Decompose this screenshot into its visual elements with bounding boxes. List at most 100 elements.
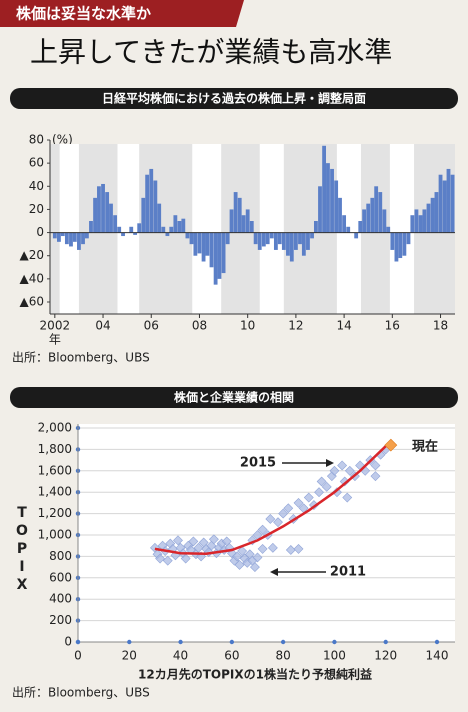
bar (89, 221, 93, 233)
bar (197, 232, 202, 254)
y-tick-label: 0 (36, 225, 44, 239)
bar (209, 232, 214, 268)
x-tick-dot (229, 639, 235, 645)
overlay: 2015 2011 現在 (240, 439, 438, 580)
x-tick-label: 12 (288, 319, 303, 333)
period-band (117, 144, 140, 314)
bar (382, 209, 387, 233)
bar (153, 180, 158, 233)
scatter-point (329, 465, 340, 476)
scatter-point (342, 492, 353, 503)
x-tick-label: 16 (385, 319, 400, 333)
scatter-point (303, 492, 314, 503)
bar (229, 209, 234, 233)
scatter-point (232, 551, 242, 562)
y-tick-label: 1,800 (38, 442, 72, 456)
bar (386, 226, 391, 233)
x-tick-label: 20 (122, 649, 137, 663)
period-band (259, 144, 284, 314)
bar (446, 168, 451, 233)
y-tick-label: 1,000 (38, 528, 72, 542)
scatter-point (162, 555, 173, 566)
bar (185, 232, 190, 239)
section-bar (10, 387, 458, 408)
y-unit: (%) (52, 133, 73, 147)
bar (322, 145, 327, 233)
bar (390, 232, 395, 250)
bar (398, 232, 403, 259)
scatter-point (314, 487, 324, 498)
bar (64, 232, 69, 245)
bar (370, 197, 375, 233)
bar (406, 232, 411, 245)
bar (189, 232, 194, 245)
y-tick-label: ▲60 (20, 295, 45, 309)
scatter-point (234, 560, 245, 570)
header-title: 上昇してきたが業績も高水準 (30, 36, 392, 69)
bar (205, 232, 210, 256)
scatter-point (332, 487, 342, 498)
bar (306, 232, 310, 250)
annotation: 2015 (240, 456, 276, 471)
bar (450, 174, 455, 233)
x-tick-dot (383, 639, 388, 645)
bar (394, 232, 399, 262)
bar (77, 232, 81, 250)
y-tick-label: 60 (29, 156, 44, 170)
bar (133, 232, 138, 235)
bar (121, 232, 125, 237)
bar (301, 232, 306, 256)
bar (277, 232, 282, 245)
scatter-point (257, 543, 268, 554)
bar (366, 203, 371, 233)
header-tag-bg (0, 0, 244, 27)
bar (313, 221, 318, 233)
bar (233, 192, 238, 233)
bar (52, 232, 57, 239)
y-tick-label: 0 (64, 635, 72, 649)
bar (418, 215, 423, 233)
bar (81, 232, 85, 245)
bar (414, 209, 419, 233)
x-tick-dot (127, 639, 132, 645)
x-tick-label: 04 (95, 319, 110, 333)
scatter-point (278, 508, 289, 519)
y-tick-label: 1,200 (38, 506, 72, 520)
bar (298, 232, 302, 245)
section-bar (10, 88, 458, 109)
plots: ▲60 ▲40 ▲20 0 20 40 60 80 2002 04 06 08 10 12 14 16 18 年 0… (20, 133, 455, 663)
scatter-point (344, 465, 355, 476)
bar (173, 215, 178, 233)
x-tick-label: 08 (192, 319, 207, 333)
scatter-point (155, 553, 165, 564)
scatter-point (321, 481, 332, 492)
bar (217, 232, 222, 279)
scatter-point (173, 535, 183, 546)
bar (221, 232, 226, 274)
bar (326, 163, 330, 233)
scatter-point (180, 553, 191, 564)
bar (402, 232, 407, 256)
bar (354, 232, 359, 239)
bar (261, 232, 266, 247)
scatter-point (370, 460, 381, 471)
bar (137, 223, 142, 233)
x-tick-label: 80 (276, 649, 291, 663)
bar (169, 226, 174, 233)
bar (281, 232, 286, 250)
bar (346, 226, 351, 233)
bar (129, 226, 134, 233)
current-point (384, 438, 398, 452)
bar (161, 226, 166, 233)
bar (289, 232, 294, 262)
x-axis-label: 12カ月先のTOPIXの1株当たり予想純利益 (138, 667, 372, 682)
bar (193, 232, 198, 256)
bar (84, 232, 89, 239)
source: 出所：Bloomberg、UBS (12, 686, 150, 700)
y-tick-label: ▲40 (20, 271, 45, 285)
arrow-head (270, 568, 278, 576)
bar (177, 221, 182, 233)
bar (410, 215, 415, 233)
header-tag: 株価は妥当な水準か (16, 5, 151, 23)
